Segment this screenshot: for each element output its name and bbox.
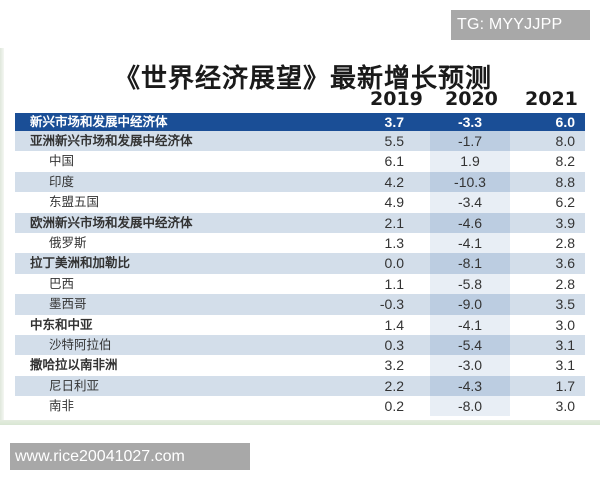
col-2020-shade <box>430 314 510 335</box>
value-2019: 2.2 <box>384 377 404 394</box>
value-2021: 3.0 <box>555 398 575 415</box>
table-row: 尼日利亚 2.2 -4.3 1.7 <box>15 375 585 397</box>
col-2020-shade <box>430 294 510 315</box>
row-label: 新兴市场和发展中经济体 <box>30 114 168 129</box>
table-row: 东盟五国 4.9 -3.4 6.2 <box>15 192 585 213</box>
value-2019: 1.3 <box>384 234 404 251</box>
col-2020-shade <box>430 192 510 213</box>
value-2019: 6.1 <box>384 153 404 170</box>
row-label: 拉丁美洲和加勒比 <box>30 255 131 271</box>
value-2021: 2.8 <box>555 234 575 251</box>
value-2021: 3.1 <box>555 357 575 374</box>
page-title: 《世界经济展望》最新增长预测 <box>113 64 492 94</box>
row-label: 巴西 <box>49 275 75 291</box>
row-label: 墨西哥 <box>49 296 87 312</box>
col-2020-shade <box>430 131 510 152</box>
value-2021: 8.8 <box>555 173 575 190</box>
table-row: 印度 4.2 -10.3 8.8 <box>15 171 585 193</box>
row-label: 欧洲新兴市场和发展中经济体 <box>30 214 193 230</box>
col-2020-shade <box>430 334 510 356</box>
value-2020: -3.0 <box>457 357 483 374</box>
value-2019: 1.4 <box>384 316 404 333</box>
row-label: 俄罗斯 <box>49 234 87 250</box>
value-2020: -3.3 <box>457 114 483 130</box>
table-row: 俄罗斯 1.3 -4.1 2.8 <box>15 232 585 254</box>
value-2020: -4.1 <box>457 234 483 251</box>
value-2020: -9.0 <box>457 296 483 313</box>
value-2021: 2.8 <box>555 275 575 292</box>
value-2021: 3.6 <box>555 255 575 272</box>
value-2020: -10.3 <box>454 173 486 190</box>
table-row: 欧洲新兴市场和发展中经济体 2.1 -4.6 3.9 <box>15 212 585 233</box>
value-2019: 4.9 <box>384 194 404 211</box>
column-header-2021: 2021 <box>525 88 578 110</box>
value-2021: 1.7 <box>555 377 575 394</box>
table-row: 中国 6.1 1.9 8.2 <box>15 151 585 172</box>
table-row: 亚洲新兴市场和发展中经济体 5.5 -1.7 8.0 <box>15 131 585 152</box>
value-2020: -5.4 <box>457 336 483 353</box>
value-2019: 3.7 <box>384 114 404 130</box>
value-2020: -4.3 <box>457 377 483 394</box>
value-2021: 6.0 <box>555 114 575 130</box>
value-2021: 8.0 <box>555 133 575 149</box>
value-2020: -8.0 <box>457 398 483 415</box>
value-2021: 6.2 <box>555 194 575 211</box>
frame-left-edge <box>0 48 4 424</box>
value-2021: 3.5 <box>555 296 575 313</box>
value-2019: 0.2 <box>384 398 404 415</box>
row-label: 中东和中亚 <box>30 316 93 332</box>
watermark-bottom: www.rice20041027.com <box>10 443 250 470</box>
table-row: 拉丁美洲和加勒比 0.0 -8.1 3.6 <box>15 253 585 274</box>
value-2021: 3.0 <box>555 316 575 333</box>
table-row: 中东和中亚 1.4 -4.1 3.0 <box>15 314 585 335</box>
value-2019: -0.3 <box>379 296 404 313</box>
value-2019: 3.2 <box>384 357 404 374</box>
col-2020-shade <box>430 396 510 417</box>
value-2019: 1.1 <box>384 275 404 292</box>
value-2019: 0.3 <box>384 336 404 353</box>
col-2020-shade <box>430 151 510 172</box>
row-label: 印度 <box>49 173 75 189</box>
row-label: 亚洲新兴市场和发展中经济体 <box>30 133 193 148</box>
value-2019: 0.0 <box>384 255 404 272</box>
value-2019: 4.2 <box>384 173 404 190</box>
col-2020-shade <box>430 273 510 295</box>
col-2020-shade <box>430 253 510 274</box>
value-2021: 3.9 <box>555 214 575 231</box>
table-row: 撒哈拉以南非洲 3.2 -3.0 3.1 <box>15 355 585 376</box>
value-2020: -8.1 <box>457 255 483 272</box>
value-2020: -5.8 <box>457 275 483 292</box>
table-row: 沙特阿拉伯 0.3 -5.4 3.1 <box>15 334 585 356</box>
value-2020: 1.9 <box>460 153 480 170</box>
column-header-2020: 2020 <box>445 88 498 110</box>
table-row: 南非 0.2 -8.0 3.0 <box>15 396 585 417</box>
watermark-top: TG: MYYJJPP <box>451 10 590 40</box>
col-2020-shade <box>430 375 510 397</box>
table-row: 巴西 1.1 -5.8 2.8 <box>15 273 585 295</box>
value-2020: -3.4 <box>457 194 483 211</box>
row-label: 东盟五国 <box>49 194 100 210</box>
growth-forecast-table: 新兴市场和发展中经济体 3.7 -3.3 6.0 亚洲新兴市场和发展中经济体 5… <box>15 113 585 417</box>
value-2021: 8.2 <box>555 153 575 170</box>
row-label: 中国 <box>49 153 75 169</box>
table-row: 墨西哥 -0.3 -9.0 3.5 <box>15 294 585 315</box>
value-2021: 3.1 <box>555 336 575 353</box>
value-2019: 5.5 <box>384 133 404 149</box>
col-2020-shade <box>430 212 510 233</box>
column-headers: 2019 2020 2021 <box>0 88 600 112</box>
col-2020-shade <box>430 355 510 376</box>
col-2020-shade <box>430 171 510 193</box>
value-2020: -1.7 <box>457 133 483 149</box>
row-label: 沙特阿拉伯 <box>49 336 112 352</box>
value-2020: -4.1 <box>457 316 483 333</box>
column-header-2019: 2019 <box>370 88 423 110</box>
row-label: 尼日利亚 <box>49 377 100 393</box>
row-label: 南非 <box>49 398 75 414</box>
row-label: 撒哈拉以南非洲 <box>30 357 118 373</box>
value-2019: 2.1 <box>384 214 404 231</box>
table-row: 新兴市场和发展中经济体 3.7 -3.3 6.0 <box>15 113 585 131</box>
col-2020-shade <box>430 232 510 254</box>
value-2020: -4.6 <box>457 214 483 231</box>
frame-bottom-edge <box>0 420 600 425</box>
